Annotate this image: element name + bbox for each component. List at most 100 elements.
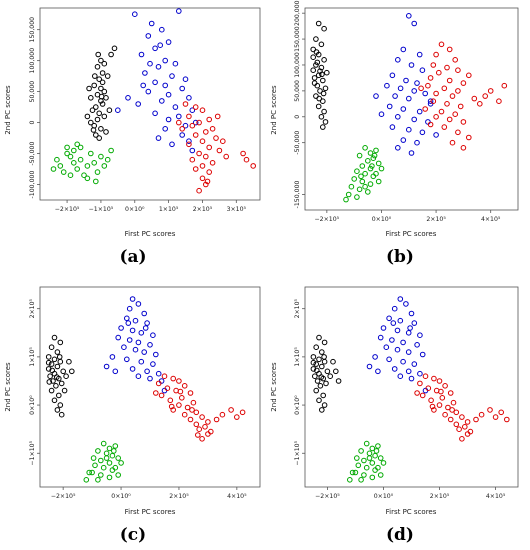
scatter-point bbox=[132, 11, 138, 17]
scatter-point bbox=[422, 373, 429, 380]
scatter-point bbox=[310, 354, 317, 360]
scatter-point bbox=[96, 135, 102, 141]
scatter-point bbox=[57, 358, 64, 365]
scatter-point bbox=[142, 70, 148, 76]
scatter-point bbox=[362, 183, 368, 190]
scatter-point bbox=[147, 60, 153, 67]
x-tick-label: 2×10⁵ bbox=[169, 493, 189, 500]
x-axis-label: First PC scores bbox=[386, 230, 437, 238]
scatter-point bbox=[318, 114, 325, 120]
scatter-point bbox=[150, 361, 156, 367]
scatter-point bbox=[456, 426, 462, 433]
scatter-point bbox=[478, 411, 485, 418]
scatter-point bbox=[433, 51, 439, 58]
scatter-point bbox=[51, 334, 58, 341]
scatter-point bbox=[104, 73, 111, 79]
scatter-point bbox=[321, 339, 328, 346]
scatter-point bbox=[359, 178, 366, 185]
scatter-point bbox=[214, 113, 221, 120]
scatter-point bbox=[165, 116, 172, 123]
scatter-point bbox=[310, 366, 317, 372]
scatter-point bbox=[115, 472, 121, 478]
scatter-point bbox=[177, 388, 184, 395]
scatter-point bbox=[71, 147, 77, 154]
scatter-point bbox=[324, 69, 330, 76]
scatter-point bbox=[321, 358, 328, 365]
scatter-point bbox=[419, 351, 426, 358]
x-tick-label: 3×10⁵ bbox=[227, 206, 247, 213]
scatter-point bbox=[92, 462, 98, 469]
scatter-point bbox=[199, 107, 206, 113]
scatter-point bbox=[186, 95, 192, 101]
scatter-point bbox=[408, 150, 415, 156]
scatter-point bbox=[141, 349, 147, 355]
scatter-point bbox=[98, 85, 104, 92]
y-tick-label: 150,000 bbox=[294, 26, 301, 52]
scatter-point bbox=[132, 317, 139, 324]
scatter-point bbox=[103, 95, 109, 101]
scatter-point bbox=[504, 416, 510, 423]
scatter-point bbox=[150, 332, 156, 339]
y-tick-label: -100,000 bbox=[29, 171, 36, 199]
scatter-point bbox=[384, 82, 390, 89]
scatter-point bbox=[176, 378, 182, 384]
scatter-point bbox=[345, 191, 352, 198]
scatter-point bbox=[316, 356, 322, 363]
scatter-point bbox=[103, 129, 109, 135]
scatter-point bbox=[94, 116, 101, 123]
scatter-point bbox=[228, 407, 234, 413]
scatter-point bbox=[375, 178, 382, 185]
scatter-point bbox=[77, 144, 84, 151]
scatter-point bbox=[54, 374, 60, 380]
scatter-point bbox=[104, 156, 111, 163]
scatter-point bbox=[162, 57, 168, 64]
scatter-point bbox=[362, 170, 368, 177]
scatter-point bbox=[165, 39, 172, 45]
scatter-point bbox=[98, 126, 104, 132]
scatter-point bbox=[103, 450, 110, 457]
scatter-point bbox=[170, 375, 176, 382]
scatter-point bbox=[103, 455, 110, 461]
scatter-point bbox=[464, 431, 471, 437]
scatter-point bbox=[369, 163, 375, 169]
scatter-point bbox=[487, 88, 494, 94]
scatter-point bbox=[206, 116, 212, 123]
scatter-point bbox=[358, 173, 364, 180]
scatter-point bbox=[186, 141, 192, 148]
scatter-point bbox=[153, 351, 159, 358]
scatter-point bbox=[365, 158, 371, 164]
scatter-point bbox=[125, 95, 131, 101]
scatter-point bbox=[126, 337, 133, 343]
scatter-point bbox=[135, 301, 142, 307]
y-tick-label: 0×10⁰ bbox=[29, 395, 36, 415]
scatter-point bbox=[106, 107, 113, 113]
scatter-point bbox=[103, 363, 110, 370]
scatter-point bbox=[425, 82, 431, 89]
x-tick-label: −2×10⁵ bbox=[55, 206, 80, 213]
scatter-point bbox=[356, 186, 363, 193]
scatter-point bbox=[367, 150, 374, 156]
scatter-point bbox=[121, 344, 127, 351]
x-axis-label: First PC scores bbox=[125, 508, 176, 516]
scatter-point bbox=[397, 373, 404, 380]
scatter-point bbox=[60, 169, 67, 175]
scatter-point bbox=[316, 334, 322, 341]
scatter-point bbox=[373, 170, 379, 177]
scatter-point bbox=[99, 79, 106, 86]
scatter-point bbox=[471, 95, 478, 102]
scatter-point bbox=[455, 67, 461, 73]
scatter-point bbox=[314, 82, 321, 89]
scatter-point bbox=[115, 107, 121, 113]
scatter-point bbox=[313, 361, 320, 367]
scatter-point bbox=[367, 181, 374, 187]
scatter-point bbox=[403, 301, 409, 307]
scatter-point bbox=[466, 134, 472, 141]
scatter-point bbox=[380, 460, 387, 466]
x-tick-label: −2×10⁵ bbox=[315, 216, 340, 223]
scatter-point bbox=[250, 163, 256, 169]
scatter-point bbox=[118, 460, 124, 466]
scatter-point bbox=[492, 414, 499, 420]
scatter-point bbox=[482, 93, 489, 99]
scatter-point bbox=[94, 64, 101, 70]
scatter-point bbox=[106, 474, 113, 481]
